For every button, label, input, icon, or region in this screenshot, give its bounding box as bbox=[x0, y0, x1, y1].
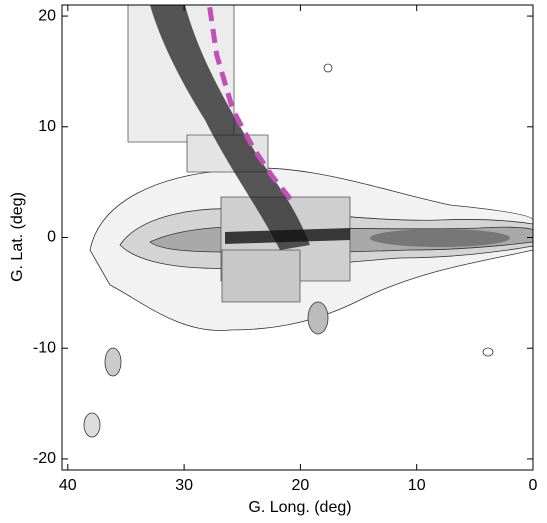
x-tick-label: 10 bbox=[408, 477, 426, 494]
x-tick-label: 30 bbox=[175, 477, 193, 494]
background-image bbox=[83, 4, 534, 438]
y-axis-label: G. Lat. (deg) bbox=[9, 192, 26, 282]
y-tick-label: -20 bbox=[33, 450, 56, 467]
line-series bbox=[207, 6, 294, 202]
dark-filament bbox=[225, 228, 350, 244]
dark-cloud bbox=[150, 5, 310, 250]
y-tick-label: 0 bbox=[47, 229, 56, 246]
x-tick-label: 40 bbox=[59, 477, 77, 494]
x-tick-label: 20 bbox=[292, 477, 310, 494]
clump bbox=[307, 301, 329, 335]
clump bbox=[83, 412, 101, 438]
y-tick-label: -10 bbox=[33, 339, 56, 356]
clump bbox=[104, 347, 122, 377]
y-tick-label: 10 bbox=[38, 118, 56, 135]
inset-box bbox=[221, 249, 301, 303]
clump bbox=[323, 63, 333, 73]
clump bbox=[482, 347, 494, 357]
y-tick-label: 20 bbox=[38, 7, 56, 24]
x-axis-label: G. Long. (deg) bbox=[248, 499, 351, 516]
x-tick-label: 0 bbox=[529, 477, 538, 494]
dense-core bbox=[370, 229, 510, 247]
